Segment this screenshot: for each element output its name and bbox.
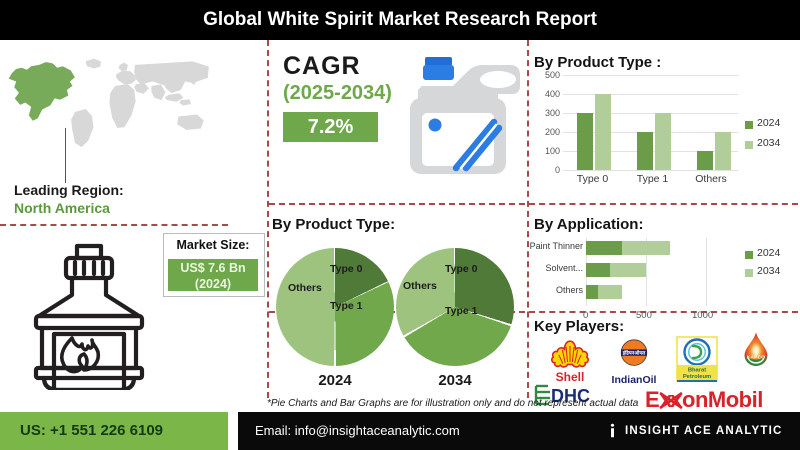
svg-text:Bharat: Bharat	[688, 368, 706, 374]
svg-text:E: E	[645, 388, 659, 412]
svg-text:onMobil: onMobil	[682, 388, 763, 412]
svg-text:Petroleum: Petroleum	[683, 374, 711, 380]
svg-text:KAPCO: KAPCO	[747, 354, 765, 359]
